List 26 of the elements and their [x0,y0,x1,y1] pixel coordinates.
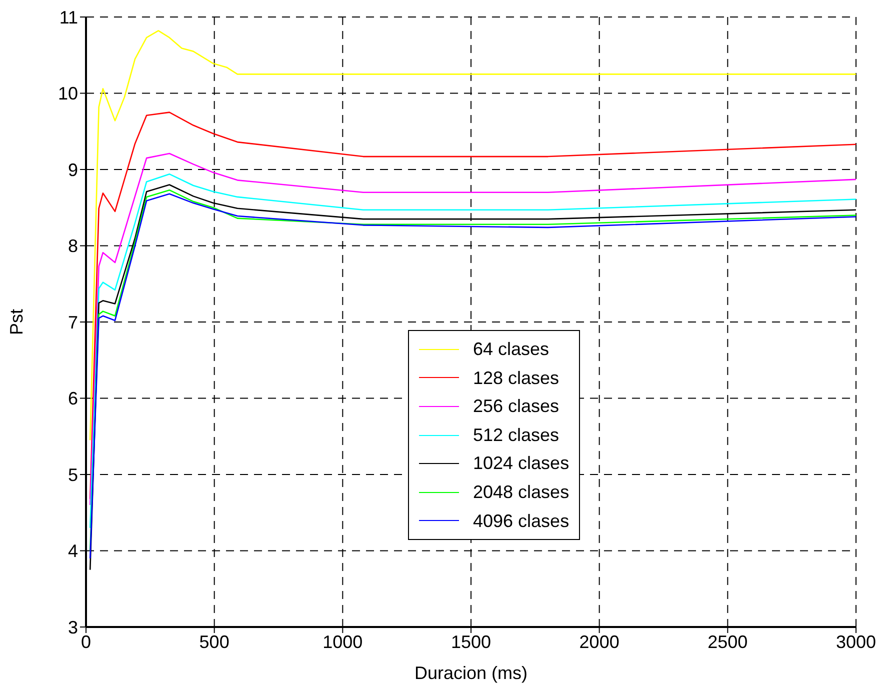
legend-label: 1024 clases [473,452,570,476]
x-tick-label: 2500 [708,632,748,652]
y-tick-label: 10 [58,84,78,104]
x-tick-label: 0 [80,632,92,652]
x-axis-title: Duracion (ms) [414,663,528,683]
y-tick-label: 3 [68,617,78,638]
x-tick-label: 1000 [322,632,363,652]
y-tick-label: 11 [59,7,78,28]
x-tick-label: 2000 [579,632,620,652]
y-tick-label: 6 [68,388,78,409]
y-tick-label: 5 [68,464,78,485]
y-tick-label: 7 [68,312,78,332]
x-tick-label: 3000 [836,632,876,652]
y-tick-label: 9 [68,160,78,180]
line-series [89,30,856,441]
legend-label: 4096 clases [473,510,570,533]
y-tick-label: 8 [68,236,78,256]
x-tick-label: 500 [199,632,230,652]
y-tick-label: 4 [68,541,78,562]
legend-label: 2048 clases [473,480,570,504]
legend-label: 128 clases [473,366,560,390]
y-axis-title: Pst [6,308,26,336]
legend-label: 512 clases [473,424,560,447]
legend-label: 64 clases [473,338,550,361]
legend-label: 256 clases [473,395,560,418]
x-tick-label: 1500 [450,632,492,652]
